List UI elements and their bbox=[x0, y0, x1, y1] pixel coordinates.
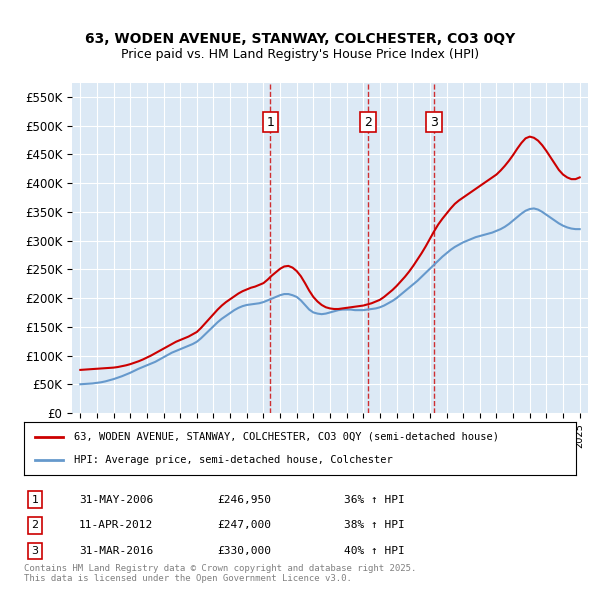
Text: £246,950: £246,950 bbox=[217, 494, 271, 504]
Text: 3: 3 bbox=[430, 116, 438, 129]
Text: 36% ↑ HPI: 36% ↑ HPI bbox=[344, 494, 405, 504]
Text: £330,000: £330,000 bbox=[217, 546, 271, 556]
Text: £247,000: £247,000 bbox=[217, 520, 271, 530]
Text: 40% ↑ HPI: 40% ↑ HPI bbox=[344, 546, 405, 556]
Text: 1: 1 bbox=[32, 494, 38, 504]
Text: Contains HM Land Registry data © Crown copyright and database right 2025.
This d: Contains HM Land Registry data © Crown c… bbox=[24, 563, 416, 583]
Text: Price paid vs. HM Land Registry's House Price Index (HPI): Price paid vs. HM Land Registry's House … bbox=[121, 48, 479, 61]
Text: 31-MAY-2006: 31-MAY-2006 bbox=[79, 494, 154, 504]
Text: 38% ↑ HPI: 38% ↑ HPI bbox=[344, 520, 405, 530]
Text: 31-MAR-2016: 31-MAR-2016 bbox=[79, 546, 154, 556]
Text: 63, WODEN AVENUE, STANWAY, COLCHESTER, CO3 0QY: 63, WODEN AVENUE, STANWAY, COLCHESTER, C… bbox=[85, 32, 515, 47]
Text: 3: 3 bbox=[32, 546, 38, 556]
Text: 2: 2 bbox=[364, 116, 372, 129]
Text: 2: 2 bbox=[31, 520, 38, 530]
Text: HPI: Average price, semi-detached house, Colchester: HPI: Average price, semi-detached house,… bbox=[74, 455, 392, 465]
Text: 1: 1 bbox=[266, 116, 274, 129]
Text: 63, WODEN AVENUE, STANWAY, COLCHESTER, CO3 0QY (semi-detached house): 63, WODEN AVENUE, STANWAY, COLCHESTER, C… bbox=[74, 432, 499, 442]
Text: 11-APR-2012: 11-APR-2012 bbox=[79, 520, 154, 530]
